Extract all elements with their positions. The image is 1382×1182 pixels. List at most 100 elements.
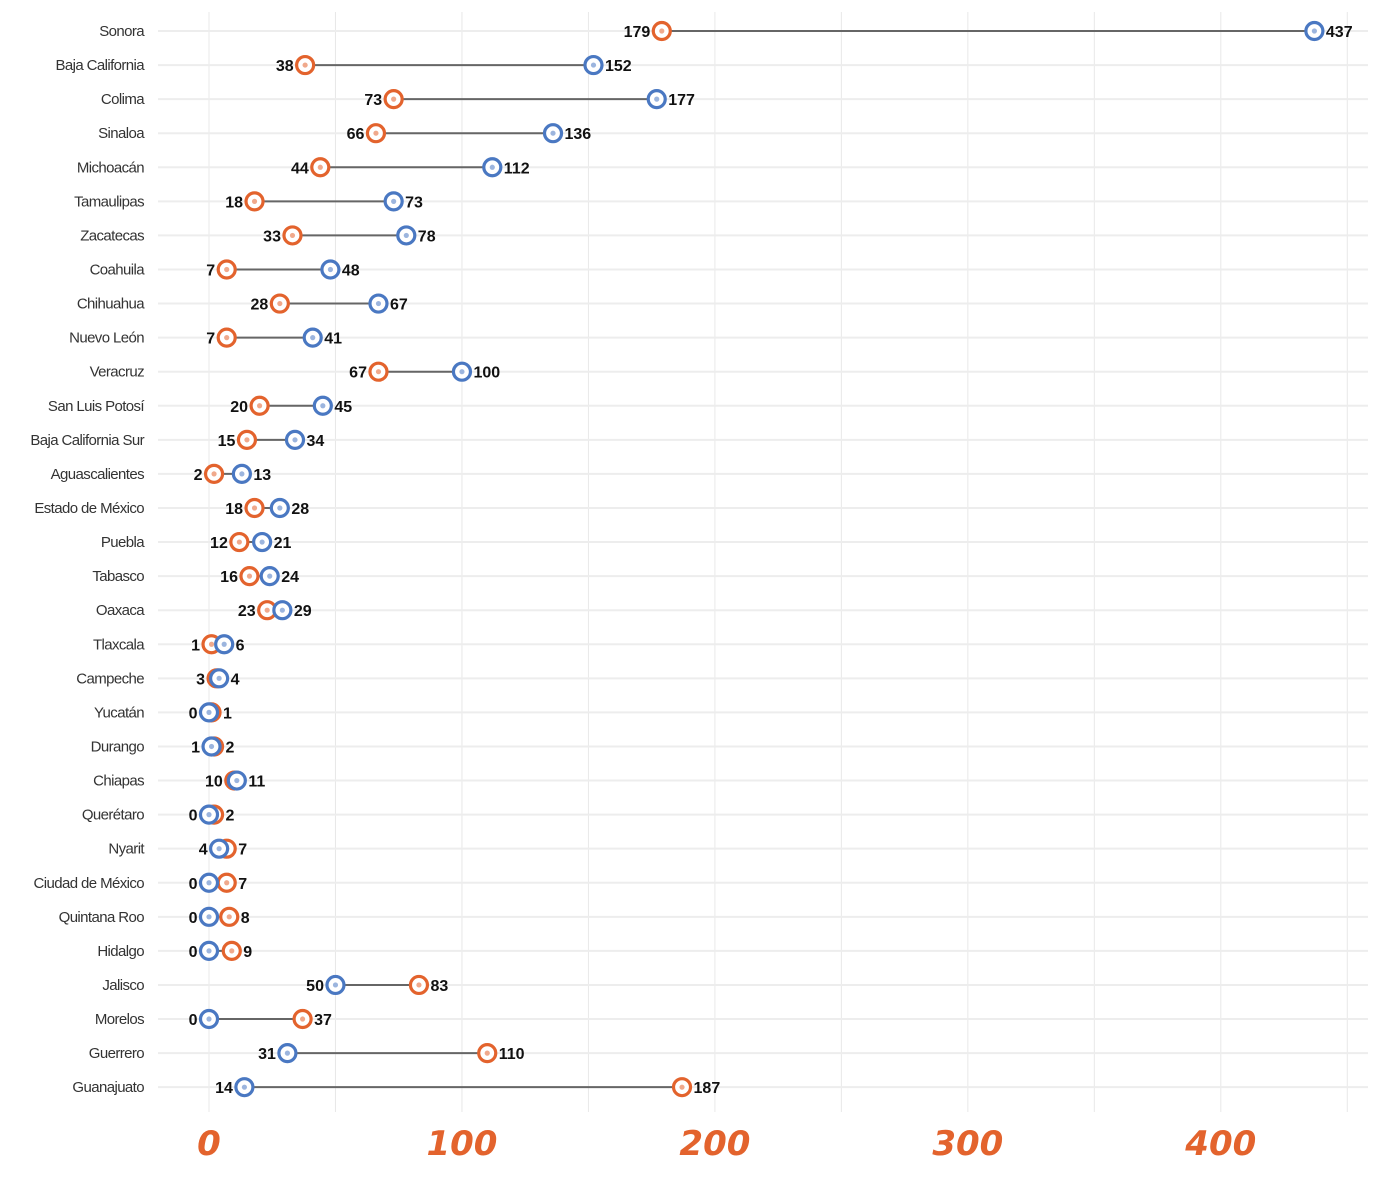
blue-marker-core [206, 1016, 212, 1022]
orange-marker-core [302, 62, 308, 68]
category-label: Quintana Roo [59, 909, 145, 926]
blue-marker [259, 566, 280, 587]
low-value-label: 14 [215, 1080, 233, 1097]
high-value-label: 45 [334, 399, 352, 416]
orange-marker-core [264, 607, 270, 613]
x-tick-label: 100 [426, 1124, 497, 1164]
low-value-label: 7 [206, 262, 215, 279]
blue-marker-core [590, 62, 597, 68]
orange-marker [236, 429, 258, 450]
blue-marker-core [327, 266, 334, 273]
blue-marker [302, 327, 323, 348]
orange-marker [269, 293, 290, 314]
orange-marker [282, 225, 303, 246]
blue-marker [277, 1042, 298, 1064]
orange-marker [203, 463, 225, 485]
low-value-label: 4 [199, 842, 208, 859]
x-tick-label: 300 [932, 1124, 1003, 1164]
orange-marker-core [244, 437, 250, 443]
high-value-label: 152 [605, 58, 632, 75]
blue-marker-core [216, 675, 222, 681]
orange-marker [368, 361, 389, 382]
blue-marker [252, 531, 273, 553]
blue-marker-core [489, 164, 495, 170]
category-label: Yucatán [94, 704, 144, 721]
blue-marker [583, 54, 604, 76]
category-label: Durango [91, 738, 145, 755]
blue-marker-core [320, 403, 326, 409]
blue-marker [214, 634, 235, 655]
low-value-label: 0 [189, 876, 198, 893]
orange-marker [216, 327, 237, 348]
x-tick-label: 200 [679, 1124, 750, 1164]
low-value-label: 28 [251, 297, 269, 314]
category-label: Querétaro [82, 807, 144, 824]
low-value-label: 0 [189, 944, 198, 961]
low-value-label: 33 [263, 228, 281, 245]
high-value-label: 29 [294, 603, 312, 620]
low-value-label: 15 [218, 433, 236, 450]
blue-marker [272, 600, 293, 621]
category-label: Sonora [99, 23, 145, 40]
blue-marker-core [259, 539, 265, 545]
orange-marker-core [317, 164, 323, 170]
x-tick-label: 400 [1184, 1124, 1256, 1164]
category-label: Nyarit [108, 841, 145, 858]
high-value-label: 112 [504, 160, 530, 177]
blue-marker [320, 259, 341, 280]
x-axis-ticks: 0 100 200 300 400 [197, 1124, 1256, 1164]
blue-marker-core [206, 914, 212, 920]
high-value-label: 67 [390, 297, 408, 314]
blue-marker [198, 940, 220, 961]
category-label: Guanajuato [72, 1079, 144, 1096]
category-label: Chihuahua [77, 296, 145, 313]
blue-marker-core [206, 948, 212, 954]
blue-marker-core [208, 743, 215, 750]
orange-marker-core [416, 982, 422, 988]
blue-marker-core [1311, 28, 1317, 34]
gridlines [208, 12, 1348, 1112]
blue-marker-core [403, 232, 409, 239]
high-value-label: 177 [668, 92, 695, 109]
blue-marker [368, 293, 389, 314]
low-value-label: 66 [347, 126, 365, 143]
category-label: Guerrero [89, 1045, 144, 1062]
high-value-label: 73 [405, 194, 423, 211]
orange-marker [249, 395, 270, 416]
high-value-label: 6 [236, 637, 245, 654]
low-value-label: 179 [624, 24, 651, 41]
orange-marker [239, 566, 260, 587]
orange-marker [216, 872, 237, 893]
orange-marker-core [256, 403, 263, 409]
category-label: Morelos [95, 1011, 144, 1028]
low-value-label: 1 [191, 637, 200, 654]
blue-marker [646, 89, 667, 110]
x-tick-label: 0 [197, 1124, 221, 1164]
orange-marker-core [224, 335, 230, 341]
orange-marker-core [373, 130, 379, 136]
low-value-label: 18 [225, 501, 243, 518]
high-value-label: 24 [281, 569, 299, 586]
high-value-label: 8 [241, 910, 250, 927]
blue-marker-core [654, 96, 660, 102]
blue-marker-core [277, 505, 283, 511]
orange-marker [383, 89, 404, 110]
blue-marker [209, 838, 230, 859]
orange-marker [292, 1008, 313, 1030]
orange-marker-core [246, 573, 253, 579]
category-label: Ciudad de México [34, 875, 145, 892]
category-label: Tabasco [92, 568, 144, 585]
category-label: Tlaxcala [93, 636, 145, 653]
orange-marker [365, 123, 387, 144]
low-value-label: 1 [191, 739, 200, 756]
high-value-label: 437 [1326, 24, 1353, 41]
blue-marker-core [391, 198, 397, 204]
blue-marker [209, 668, 230, 689]
category-label: Sinaloa [98, 125, 145, 142]
orange-marker [229, 531, 250, 553]
high-value-label: 21 [274, 535, 292, 552]
orange-marker-core [226, 914, 232, 920]
blue-marker-core [310, 335, 316, 341]
high-value-label: 7 [238, 876, 247, 893]
